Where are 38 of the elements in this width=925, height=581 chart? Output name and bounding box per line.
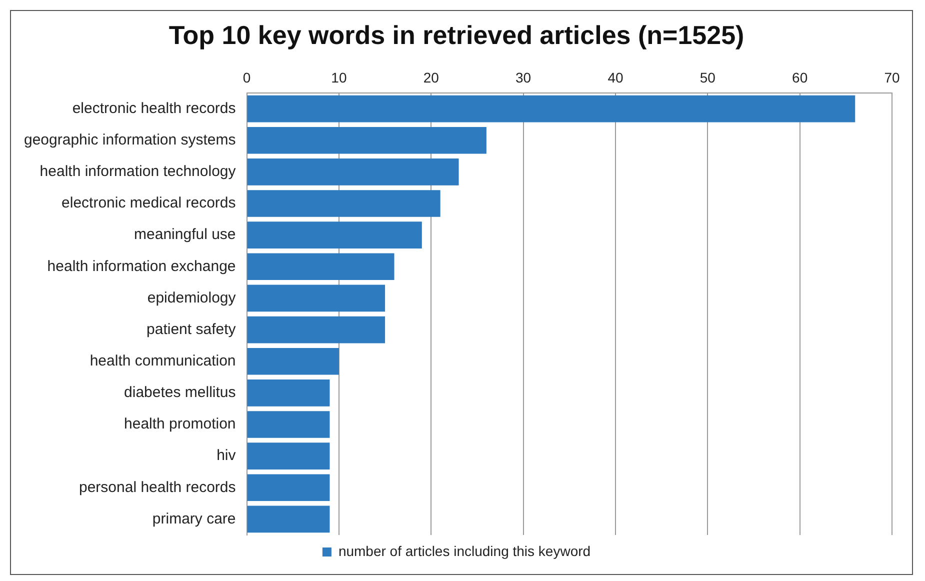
legend-label: number of articles including this keyword [338,542,591,559]
y-tick-label: patient safety [146,320,236,338]
y-tick-label: diabetes mellitus [124,384,236,402]
x-tick-label: 50 [700,69,716,86]
bar [247,442,330,470]
x-tick-label: 10 [331,69,347,86]
y-tick-label: personal health records [79,478,236,496]
x-tick-label: 30 [516,69,532,86]
y-tick-label: geographic information systems [24,132,236,148]
bar [247,95,856,122]
x-tick-label: 0 [242,69,251,86]
bar [247,316,386,344]
y-tick-label: hiv [216,447,236,464]
y-tick-label: health communication [90,352,236,370]
bar [247,506,330,533]
x-tick-label: 40 [608,69,624,86]
y-tick-label: health information technology [40,163,236,180]
chart-title: Top 10 key words in retrieved articles (n=1525) [168,20,744,50]
y-tick-label: electronic health records [72,100,236,117]
x-tick-label: 70 [884,69,900,86]
bar [247,380,330,406]
y-tick-label: primary care [152,510,236,528]
bar [247,348,339,375]
y-tick-label: health promotion [124,416,236,433]
bar [247,474,330,502]
bar [247,284,386,312]
bar [247,190,440,217]
bar [247,222,422,248]
y-tick-label: meaningful use [134,226,236,244]
bar [247,158,459,186]
bar [247,411,330,438]
x-tick-label: 20 [423,69,440,86]
y-tick-label: health information exchange [47,258,236,275]
x-tick-label: 60 [792,69,808,86]
y-tick-label: electronic medical records [62,194,236,212]
bar [247,126,486,154]
y-tick-label: epidemiology [147,289,236,306]
bar [247,253,394,280]
